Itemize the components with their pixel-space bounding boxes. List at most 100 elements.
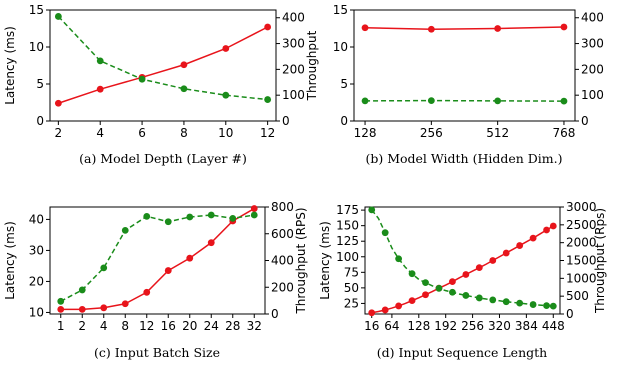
throughput-point (229, 214, 237, 222)
y-axis-label: Latency (ms) (3, 26, 17, 105)
latency-point (549, 222, 557, 230)
latency-series-line (60, 207, 255, 311)
x-tick-label: 20 (182, 319, 197, 333)
throughput-point (462, 292, 470, 299)
latency-point (560, 23, 568, 31)
latency-point (180, 61, 188, 69)
throughput-point (121, 227, 129, 234)
latency-point (494, 25, 502, 32)
y-tick-label: 25 (344, 296, 359, 310)
y2-tick-label: 0 (566, 307, 574, 321)
y-axis-label: Latency (ms) (3, 221, 17, 300)
latency-point (502, 249, 510, 257)
latency-point (427, 25, 435, 33)
y2-axis-label: Throughput (305, 30, 319, 101)
latency-point (529, 234, 537, 242)
latency-point (207, 239, 215, 247)
throughput-point (381, 229, 389, 237)
throughput-point (57, 297, 65, 305)
throughput-point (164, 218, 172, 226)
latency-point (57, 305, 65, 313)
throughput-point (516, 299, 524, 307)
y-tick-label: 5 (340, 77, 348, 91)
throughput-point (529, 301, 537, 308)
latency-point (395, 302, 403, 310)
latency-point (475, 264, 483, 272)
throughput-point (395, 255, 403, 263)
y2-tick-label: 400 (581, 11, 604, 25)
throughput-point (368, 206, 376, 214)
y2-axis-label: Throughput (RPS) (294, 207, 308, 314)
throughput-series-line (60, 214, 255, 302)
throughput-point (207, 211, 215, 219)
x-tick-label: 4 (100, 319, 108, 333)
x-tick-label: 12 (260, 126, 275, 140)
latency-point (78, 305, 86, 313)
x-tick-label: 192 (434, 319, 457, 333)
y-tick-label: 75 (344, 265, 359, 279)
y-tick-label: 0 (340, 114, 348, 128)
latency-point (264, 23, 272, 31)
y2-axis-label: Throughput (Rps) (593, 208, 607, 314)
y-tick-label: 30 (29, 243, 44, 257)
latency-point (516, 242, 524, 249)
y2-tick-label: 1500 (566, 254, 597, 268)
throughput-point (549, 302, 557, 310)
latency-point (54, 99, 62, 107)
latency-point (462, 271, 470, 278)
plot-frame (49, 9, 277, 122)
x-tick-label: 128 (354, 126, 377, 140)
throughput-point (543, 302, 550, 310)
y-tick-label: 10 (333, 40, 348, 54)
x-tick-label: 32 (247, 319, 262, 333)
latency-point (543, 226, 550, 234)
throughput-point (408, 270, 416, 278)
x-tick-label: 8 (121, 319, 129, 333)
latency-point (449, 278, 456, 286)
latency-point (250, 205, 258, 212)
y2-tick-label: 500 (566, 289, 589, 303)
y2-tick-label: 300 (581, 37, 604, 51)
throughput-series-line (365, 99, 564, 102)
y2-tick-label: 2000 (566, 236, 597, 250)
x-tick-label: 128 (407, 319, 430, 333)
throughput-point (186, 213, 194, 221)
latency-series-line (371, 225, 554, 314)
throughput-point (475, 294, 483, 302)
subfigure-caption: (a) Model Depth (Layer #) (79, 151, 247, 166)
x-tick-label: 512 (486, 126, 509, 140)
latency-point (164, 267, 172, 274)
y-tick-label: 125 (336, 234, 359, 248)
throughput-point (96, 57, 104, 65)
latency-point (186, 254, 194, 262)
latency-point (361, 24, 369, 32)
latency-point (368, 309, 376, 317)
y-tick-label: 40 (29, 212, 44, 226)
x-tick-label: 28 (225, 319, 240, 333)
throughput-point (143, 212, 151, 220)
x-tick-label: 16 (364, 319, 379, 333)
chart-model-width: 0 5 10 15 0 100 200 300 400 128 256 512 768 (b) Model… (333, 3, 604, 166)
y-tick-label: 175 (336, 203, 359, 217)
y2-tick-label: 600 (271, 227, 294, 241)
y-tick-label: 20 (29, 274, 44, 288)
latency-point (222, 45, 230, 52)
x-tick-label: 768 (552, 126, 575, 140)
throughput-point (361, 97, 369, 105)
subfigure-caption: (d) Input Sequence Length (377, 345, 547, 360)
y2-tick-label: 100 (282, 88, 305, 102)
plot-frame (353, 9, 576, 122)
y2-tick-label: 0 (271, 307, 279, 321)
x-tick-label: 16 (161, 319, 176, 333)
x-tick-label: 12 (139, 319, 154, 333)
y-tick-label: 0 (36, 114, 44, 128)
y2-tick-label: 1000 (566, 271, 597, 285)
latency-point (121, 300, 129, 308)
y2-tick-label: 2500 (566, 218, 597, 232)
throughput-point (100, 264, 108, 272)
x-tick-label: 320 (488, 319, 511, 333)
y2-tick-label: 100 (581, 88, 604, 102)
throughput-series-line (57, 15, 268, 101)
y2-tick-label: 300 (282, 37, 305, 51)
